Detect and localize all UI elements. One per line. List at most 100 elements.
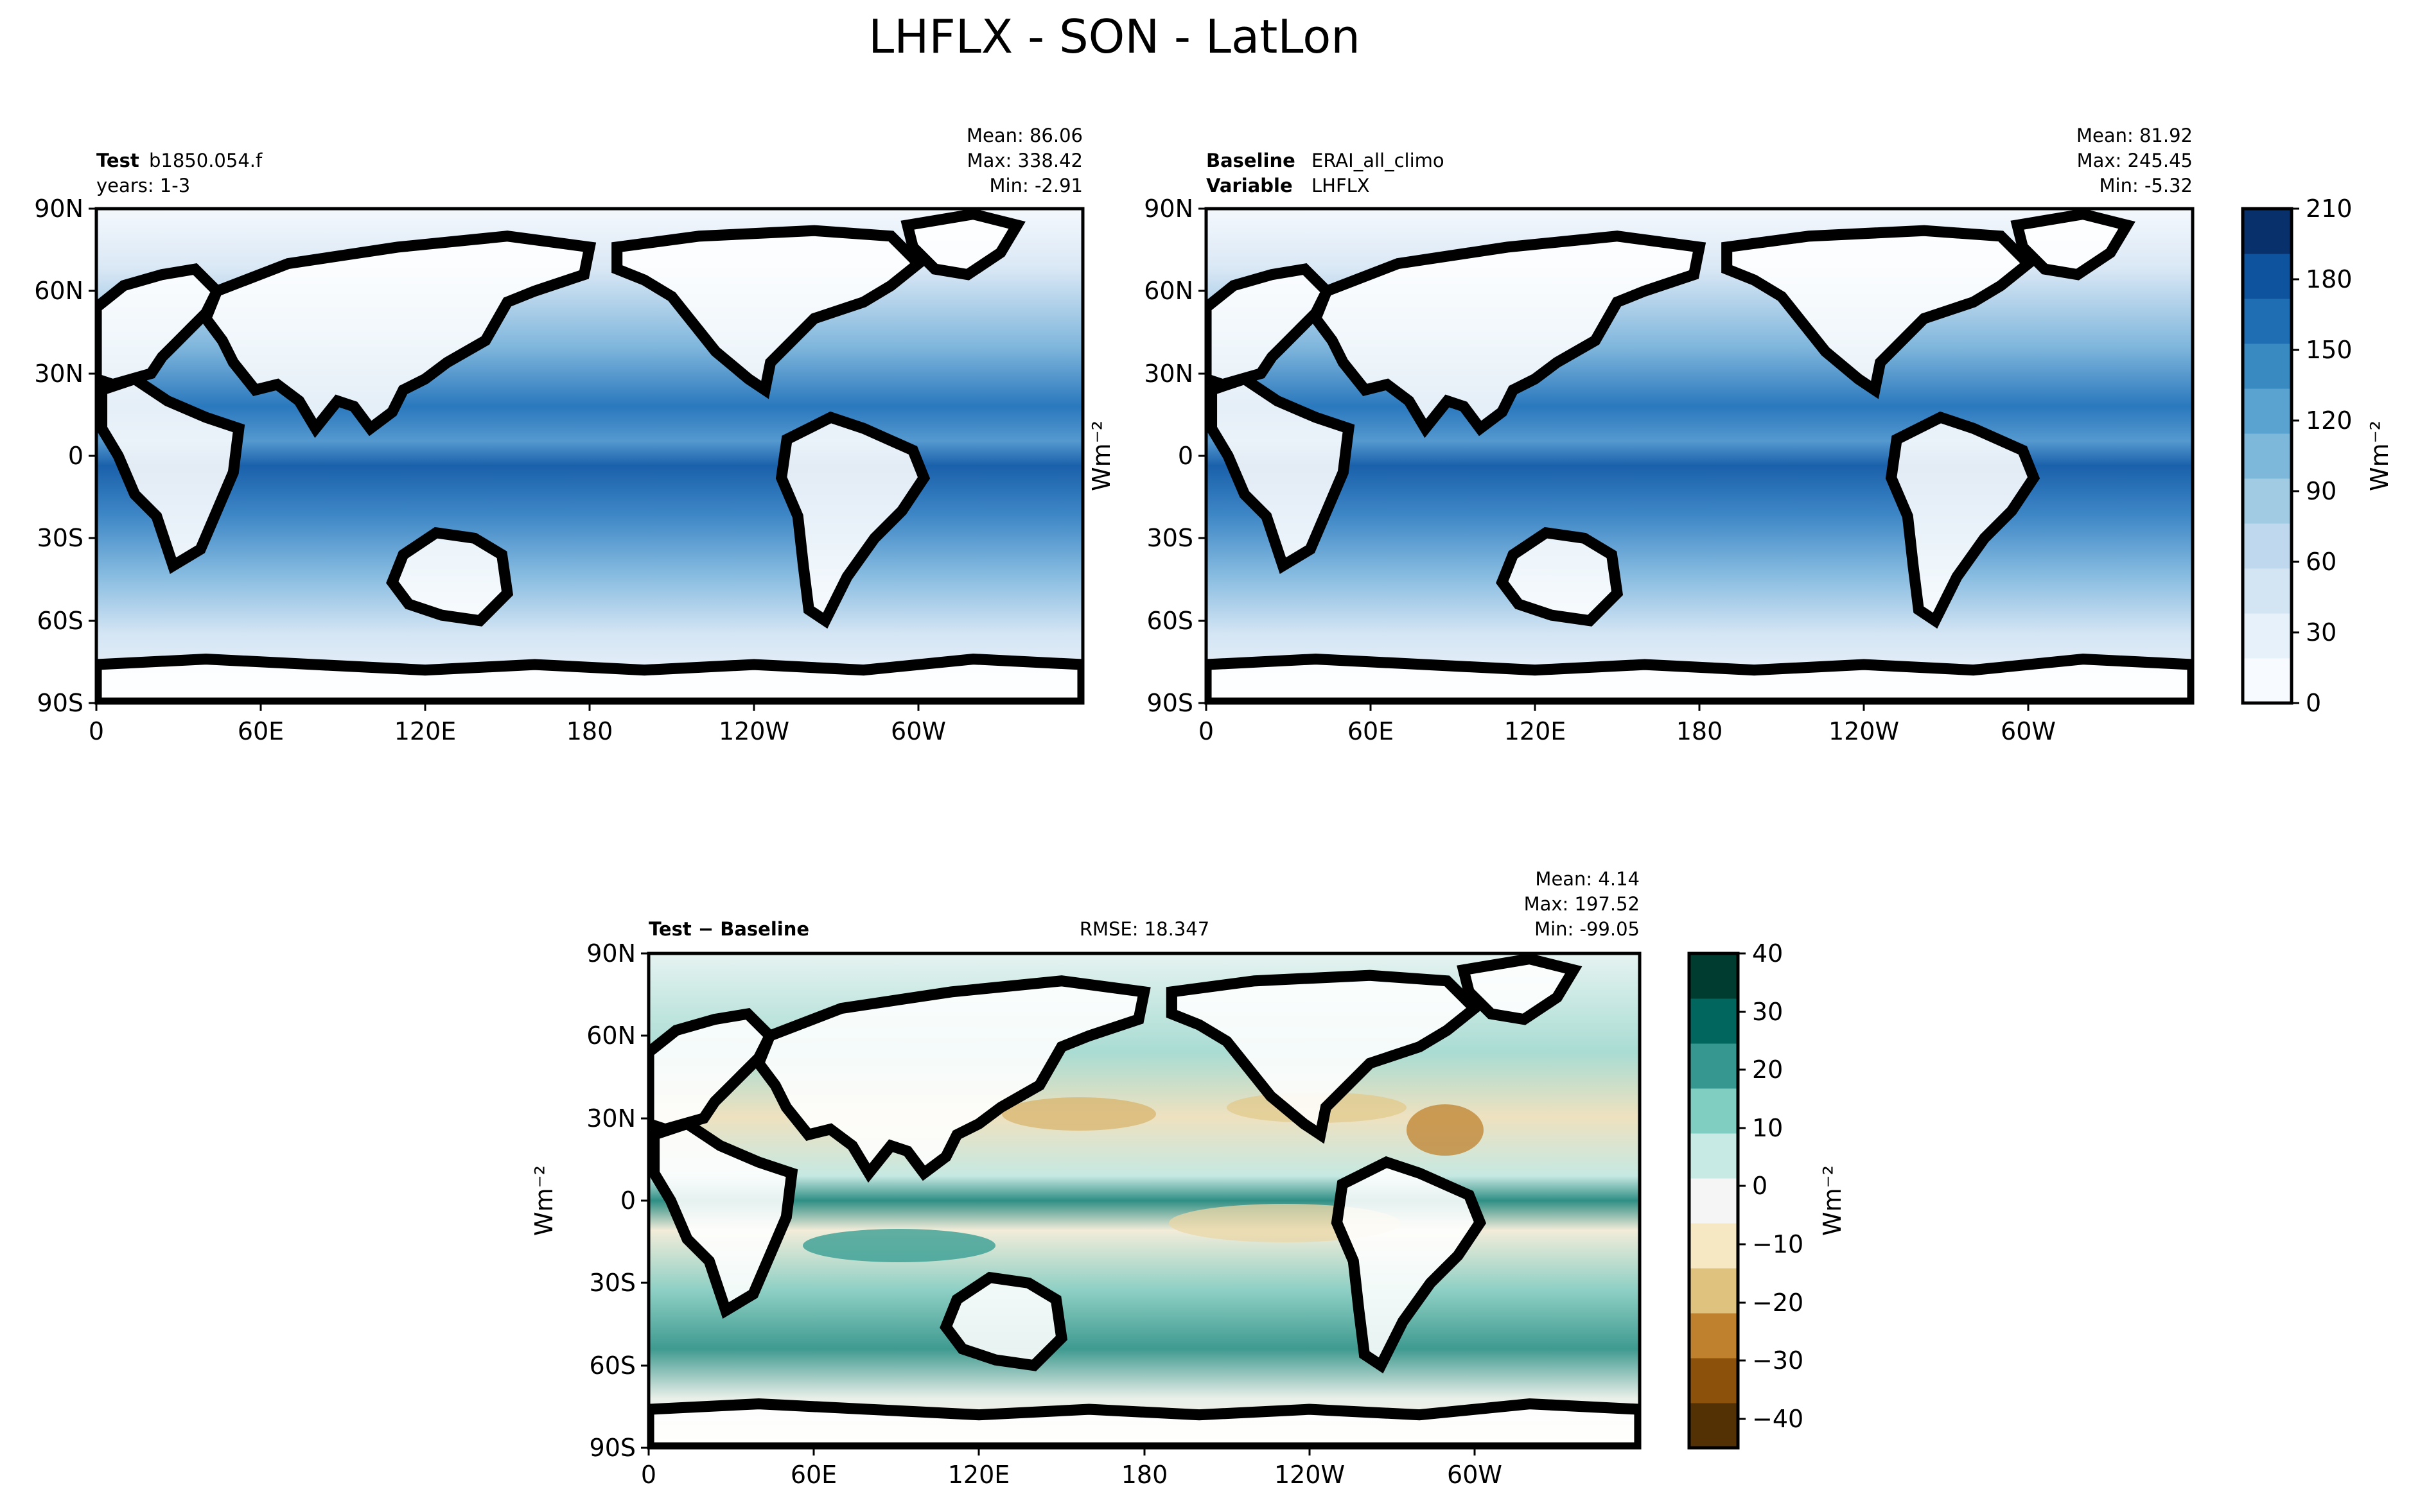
panel-diff-anomaly-indian bbox=[803, 1229, 995, 1262]
colorbar-main-tick-90: 90 bbox=[2292, 477, 2336, 505]
panel-baseline-xtick-180: 180 bbox=[1676, 703, 1723, 745]
colorbar-main: 0 30 60 90 120 150 180 210 Wm⁻² bbox=[2241, 195, 2394, 717]
svg-text:60W: 60W bbox=[891, 717, 946, 745]
panel-test-xtick-120E: 120E bbox=[394, 703, 456, 745]
panel-baseline-land-europe-africa bbox=[1206, 263, 1355, 574]
colorbar-main-frame bbox=[2241, 207, 2293, 705]
svg-text:90N: 90N bbox=[1144, 195, 1193, 223]
svg-text:150: 150 bbox=[2306, 336, 2353, 364]
cbar-main-swatch-3 bbox=[2243, 523, 2292, 569]
panel-diff-stat-max: Max: 197.52 bbox=[1524, 893, 1640, 915]
panel-baseline-stat-mean: Mean: 81.92 bbox=[2076, 125, 2193, 146]
svg-text:40: 40 bbox=[1752, 939, 1783, 968]
svg-text:90: 90 bbox=[2306, 477, 2336, 505]
panel-test-ytick-60N: 60N bbox=[34, 277, 96, 305]
panel-diff-xtick-180: 180 bbox=[1121, 1448, 1168, 1489]
svg-text:120W: 120W bbox=[1274, 1461, 1345, 1489]
svg-text:0: 0 bbox=[2306, 689, 2321, 717]
panel-baseline-ytick-60S: 60S bbox=[1147, 607, 1206, 635]
cbar-diff-swatch-7 bbox=[1689, 1088, 1738, 1134]
svg-text:60N: 60N bbox=[586, 1021, 636, 1050]
colorbar-main-tick-180: 180 bbox=[2292, 265, 2353, 293]
cbar-diff-swatch-2 bbox=[1689, 1313, 1738, 1359]
svg-text:180: 180 bbox=[566, 717, 613, 745]
panel-diff-continents bbox=[649, 953, 1640, 1448]
panel-test-continents bbox=[96, 209, 1083, 703]
panel-diff-header: Test − Baseline RMSE: 18.347 Mean: 4.14 … bbox=[649, 868, 1640, 940]
cbar-main-swatch-4 bbox=[2243, 478, 2292, 524]
panel-test-ytick-30S: 30S bbox=[37, 524, 96, 552]
figure-title: LHFLX - SON - LatLon bbox=[868, 10, 1360, 64]
panel-baseline-ylabel: Wm⁻² bbox=[1087, 421, 1116, 491]
svg-text:60E: 60E bbox=[238, 717, 284, 745]
panel-diff-land-antarctica bbox=[649, 1398, 1640, 1448]
panel-test-header-label-0: Test bbox=[96, 150, 139, 171]
panel-baseline-land-australia bbox=[1496, 526, 1624, 627]
colorbar-diff-frame bbox=[1687, 952, 1740, 1450]
svg-text:120: 120 bbox=[2306, 406, 2353, 435]
panel-baseline-ytick-90N: 90N bbox=[1144, 195, 1206, 223]
panel-baseline-header-value-1: LHFLX bbox=[1311, 175, 1370, 196]
cbar-diff-swatch-9 bbox=[1689, 998, 1738, 1044]
colorbar-main-tick-210: 210 bbox=[2292, 195, 2353, 223]
colorbar-diff-label: Wm⁻² bbox=[1818, 1165, 1846, 1236]
panel-diff-land-south-america bbox=[1331, 1156, 1487, 1374]
svg-text:120E: 120E bbox=[1504, 717, 1566, 745]
panel-baseline-stat-max: Max: 245.45 bbox=[2077, 150, 2193, 171]
colorbar-diff-tick-40: 40 bbox=[1738, 939, 1783, 968]
svg-text:30S: 30S bbox=[37, 524, 83, 552]
panel-diff-land-greenland bbox=[1457, 953, 1582, 1025]
panel-diff-land-asia bbox=[752, 975, 1151, 1183]
panel-baseline-ticks: 90N 60N 30N 0 30S 60S 90S 0 60E 120E 180… bbox=[1144, 195, 2056, 745]
panel-baseline-header-value-0: ERAI_all_climo bbox=[1311, 150, 1444, 171]
panel-diff-land-north-america bbox=[1166, 969, 1483, 1144]
svg-text:30N: 30N bbox=[1144, 360, 1193, 388]
panel-test-ytick-90N: 90N bbox=[34, 195, 96, 223]
panel-diff-rmse: RMSE: 18.347 bbox=[1080, 918, 1209, 940]
colorbar-diff-tick-10: 10 bbox=[1738, 1114, 1783, 1142]
svg-text:90N: 90N bbox=[34, 195, 83, 223]
panel-baseline-land-asia bbox=[1309, 230, 1706, 439]
colorbar-diff-tick-30: 30 bbox=[1738, 998, 1783, 1026]
svg-text:180: 180 bbox=[2306, 265, 2353, 293]
panel-diff-xtick-60W: 60W bbox=[1447, 1448, 1502, 1489]
panel-test-ytick-0: 0 bbox=[68, 442, 96, 470]
svg-text:0: 0 bbox=[1752, 1172, 1767, 1200]
colorbar-main-tick-150: 150 bbox=[2292, 336, 2353, 364]
panel-diff-xtick-60E: 60E bbox=[791, 1448, 837, 1489]
panel-test-stat-min: Min: -2.91 bbox=[990, 175, 1083, 196]
cbar-main-swatch-8 bbox=[2243, 299, 2292, 344]
panel-test-xtick-180: 180 bbox=[566, 703, 613, 745]
panel-diff-header-label-0: Test − Baseline bbox=[649, 918, 809, 940]
panel-test-ytick-60S: 60S bbox=[37, 607, 96, 635]
panel-diff-ytick-0: 0 bbox=[620, 1186, 649, 1215]
colorbar-main-label: Wm⁻² bbox=[2365, 421, 2394, 491]
svg-text:210: 210 bbox=[2306, 195, 2353, 223]
panel-test-land-asia bbox=[199, 230, 597, 439]
cbar-main-swatch-2 bbox=[2243, 568, 2292, 614]
panel-diff-ytick-30S: 30S bbox=[590, 1269, 649, 1297]
panel-baseline-ytick-60N: 60N bbox=[1144, 277, 1206, 305]
colorbar-main-swatches bbox=[2243, 209, 2292, 704]
cbar-main-swatch-1 bbox=[2243, 613, 2292, 659]
panel-test-xtick-0: 0 bbox=[89, 703, 104, 745]
svg-text:120E: 120E bbox=[948, 1461, 1010, 1489]
svg-text:10: 10 bbox=[1752, 1114, 1783, 1142]
svg-text:120W: 120W bbox=[1828, 717, 1899, 745]
panel-test-land-south-america bbox=[775, 411, 931, 629]
panel-test-stat-max: Max: 338.42 bbox=[967, 150, 1083, 171]
panel-baseline-land-south-america bbox=[1885, 411, 2040, 629]
colorbar-diff-tick-m40: −40 bbox=[1738, 1405, 1803, 1433]
colorbar-diff-tick-0: 0 bbox=[1738, 1172, 1767, 1200]
svg-text:60S: 60S bbox=[37, 607, 83, 635]
panel-diff-xtick-120E: 120E bbox=[948, 1448, 1010, 1489]
panel-baseline-header: Baseline ERAI_all_climo Variable LHFLX M… bbox=[1206, 125, 2193, 196]
svg-text:0: 0 bbox=[620, 1186, 636, 1215]
svg-text:−40: −40 bbox=[1752, 1405, 1803, 1433]
colorbar-main-tick-0: 0 bbox=[2292, 689, 2321, 717]
cbar-main-swatch-5 bbox=[2243, 433, 2292, 479]
panel-diff-land-australia bbox=[940, 1271, 1068, 1371]
cbar-main-swatch-7 bbox=[2243, 343, 2292, 389]
colorbar-diff-tick-m20: −20 bbox=[1738, 1289, 1803, 1317]
panel-test-land-greenland bbox=[900, 209, 1026, 281]
